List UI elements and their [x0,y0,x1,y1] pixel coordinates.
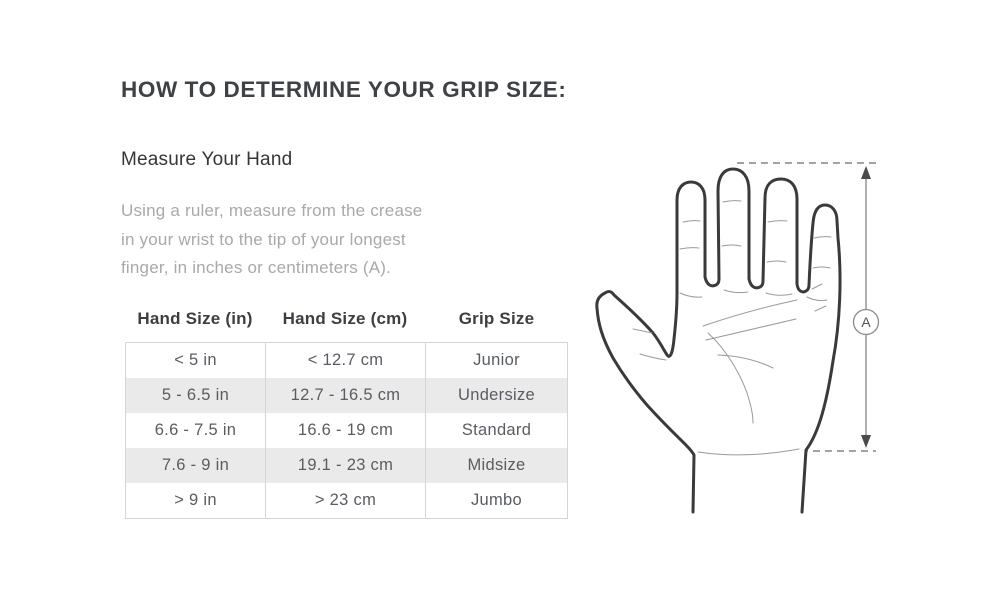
measurement-label-a: A [852,308,880,336]
table-row: 6.6 - 7.5 in 16.6 - 19 cm Standard [126,413,567,448]
cell-hand-size-cm: 16.6 - 19 cm [265,413,425,448]
cell-hand-size-cm: < 12.7 cm [265,343,425,378]
cell-hand-size-in: 7.6 - 9 in [161,456,230,474]
cell-hand-size-cm: 12.7 - 16.5 cm [265,378,425,413]
svg-text:A: A [861,314,871,330]
table-row: 5 - 6.5 in 12.7 - 16.5 cm Undersize [126,378,567,413]
cell-hand-size-cm: 19.1 - 23 cm [265,448,425,483]
hand-outline [595,167,842,514]
cell-hand-size-in: < 5 in [174,351,217,369]
size-table-header-row: Hand Size (in) Hand Size (cm) Grip Size [125,309,568,329]
cell-grip-size: Midsize [425,448,567,483]
instructions-line: Using a ruler, measure from the crease [121,201,423,220]
finger-crease-lines [632,200,832,334]
measure-instructions: Using a ruler, measure from the crease i… [121,197,422,283]
table-row: > 9 in > 23 cm Jumbo [126,483,567,518]
grip-size-table: < 5 in < 12.7 cm Junior 5 - 6.5 in 12.7 … [125,342,568,519]
cell-grip-size: Junior [425,343,567,378]
cell-grip-size: Undersize [425,378,567,413]
page-title: HOW TO DETERMINE YOUR GRIP SIZE: [121,77,567,102]
column-header-grip-size: Grip Size [458,309,535,328]
instructions-line: in your wrist to the tip of your longest [121,229,406,249]
column-header-hand-size-cm: Hand Size (cm) [282,309,408,328]
table-row: < 5 in < 12.7 cm Junior [126,343,567,378]
cell-hand-size-in: > 9 in [174,491,217,509]
cell-hand-size-cm: > 23 cm [265,483,425,518]
cell-grip-size: Jumbo [425,483,567,518]
hand-illustration: A [595,162,880,514]
measurement-arrow [861,166,871,448]
cell-hand-size-in: 5 - 6.5 in [161,386,230,404]
column-header-hand-size-in: Hand Size (in) [137,309,253,328]
cell-hand-size-in: 6.6 - 7.5 in [154,421,237,439]
table-row: 7.6 - 9 in 19.1 - 23 cm Midsize [126,448,567,483]
measure-section-heading: Measure Your Hand [121,149,293,170]
instructions-line: finger, in inches or centimeters (A). [121,258,392,277]
cell-grip-size: Standard [425,413,567,448]
palm-crease-lines [639,283,828,456]
